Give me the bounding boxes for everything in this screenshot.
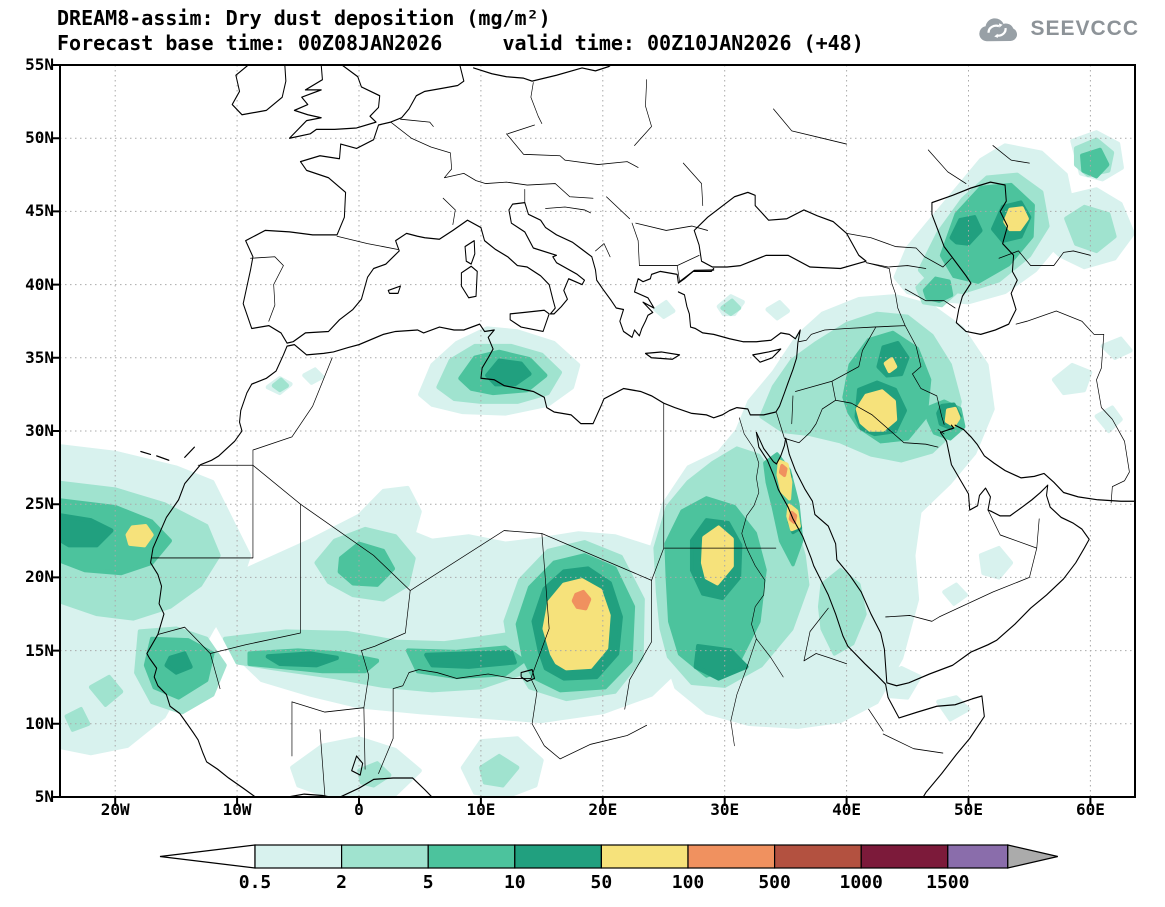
logo-text: SEEVCCC [1030, 17, 1139, 40]
colorbar-tick-label: 500 [758, 872, 791, 893]
lat-tick-label: 20N [25, 567, 54, 587]
lon-tick-label: 60E [1075, 800, 1105, 819]
map-frame [51, 64, 1136, 806]
lat-tick-label: 30N [25, 421, 54, 440]
colorbar-tick-label: 50 [590, 872, 613, 893]
colorbar-segment [341, 844, 429, 869]
dust-field [60, 130, 1135, 797]
chart-title: DREAM8-assim: Dry dust deposition (mg/m²… [57, 6, 551, 30]
lat-ticks [51, 64, 60, 798]
colorbar-tick-label: 10 [503, 872, 526, 893]
colorbar [159, 844, 1058, 869]
geography [140, 65, 1135, 797]
lon-tick-label: 10W [222, 800, 252, 819]
lat-tick-label: 10N [25, 713, 54, 733]
chart-subtitle: Forecast base time: 00Z08JAN2026 valid t… [57, 31, 864, 55]
colorbar-segment [860, 844, 949, 869]
colorbar-segment [773, 844, 862, 869]
colorbar-segment [427, 844, 516, 869]
lon-tick-label: 30E [710, 800, 740, 819]
colorbar-tick-label: 1000 [839, 872, 883, 893]
colorbar-segment [514, 844, 602, 869]
lat-tick-label: 5N [34, 787, 54, 806]
colorbar-segment [254, 844, 343, 869]
country-borders [151, 79, 1130, 796]
lat-tick-label: 15N [25, 640, 54, 660]
lat-tick-label: 55N [25, 55, 54, 74]
colorbar-tick-label: 100 [671, 872, 705, 893]
dust-level-50-100 [125, 206, 1029, 671]
gridlines [60, 65, 1135, 797]
lon-tick-label: 20W [100, 800, 130, 819]
colorbar-left-arrow [159, 844, 256, 869]
lon-ticks [114, 797, 1092, 806]
lat-tick-label: 50N [25, 128, 54, 148]
colorbar-segment [947, 844, 1009, 869]
lat-tick-label: 35N [25, 347, 54, 367]
lon-tick-label: 0 [354, 800, 364, 819]
seevccc-logo: SEEVCCC [973, 14, 1139, 44]
lat-tick-label: 45N [25, 201, 54, 221]
colorbar-right-arrow [1007, 844, 1058, 869]
colorbar-tick-label: 5 [422, 872, 434, 893]
colorbar-segment [687, 844, 776, 869]
cloud-icon [979, 18, 1018, 42]
lon-tick-label: 10E [466, 800, 496, 819]
colorbar-tick-label: 0.5 [238, 872, 272, 893]
lon-tick-label: 40E [832, 800, 862, 819]
colorbar-tick-label: 1500 [926, 872, 970, 893]
colorbar-tick-label: 2 [336, 872, 348, 893]
rivers [730, 417, 784, 747]
lon-tick-label: 20E [588, 800, 618, 819]
lat-tick-label: 40N [25, 274, 54, 294]
lon-tick-label: 50E [954, 800, 983, 819]
map-area [60, 65, 1135, 797]
coastlines [140, 65, 1135, 797]
lat-tick-label: 25N [25, 494, 54, 514]
colorbar-segment [600, 844, 689, 869]
